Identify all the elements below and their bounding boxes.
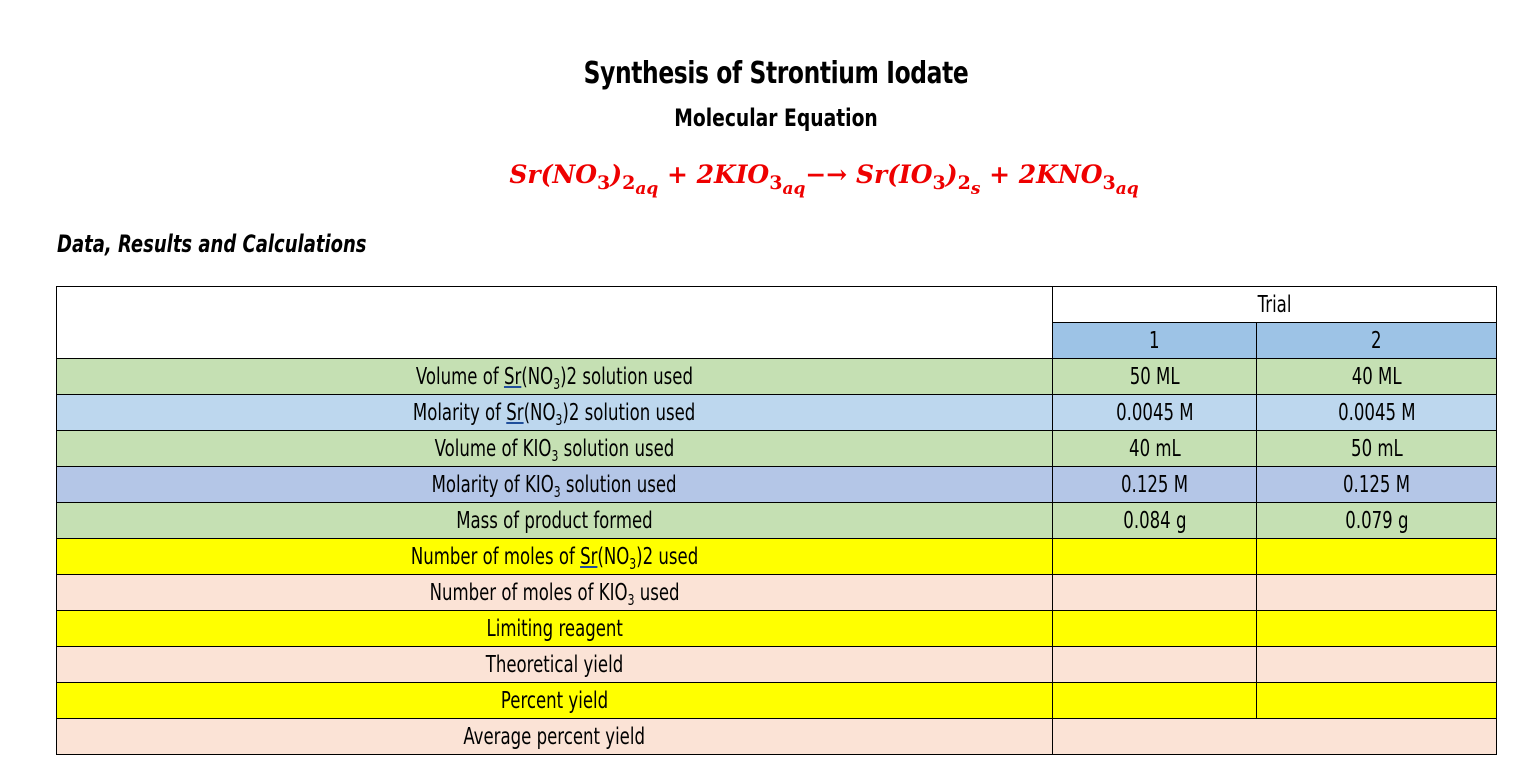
row-label: Mass of product formed (56, 502, 1053, 539)
table-row: Molarity of KIO3 solution used 0.125 M 0.1… (56, 466, 1497, 503)
average-value-cell[interactable] (1052, 718, 1497, 755)
table-row: Average percent yield (56, 718, 1497, 755)
row-label: Theoretical yield (56, 646, 1053, 683)
trial-1-value-cell[interactable] (1052, 682, 1257, 719)
row-label: Number of moles of Sr(NO3)2 used (56, 538, 1053, 575)
trial-2-value-cell[interactable] (1256, 574, 1497, 611)
plus-sign: + (980, 160, 1019, 189)
row-label: Number of moles of KIO3 used (56, 574, 1053, 611)
trial-2-header: 2 (1256, 322, 1497, 359)
reactant-strontium-nitrate: Sr(NO3)2aq (509, 160, 659, 199)
trial-1-value-cell[interactable]: 0.084 g (1052, 502, 1257, 539)
trial-2-value-cell[interactable]: 0.125 M (1256, 466, 1497, 503)
trial-2-value-cell[interactable] (1256, 682, 1497, 719)
table-row: Mass of product formed 0.084 g 0.079 g (56, 502, 1497, 539)
trial-1-value-cell[interactable]: 0.125 M (1052, 466, 1257, 503)
table-row: Percent yield (56, 682, 1497, 719)
trial-2-value-cell[interactable] (1256, 610, 1497, 647)
trial-1-value-cell[interactable]: 40 mL (1052, 430, 1257, 467)
document-title: Synthesis of Strontium Iodate (583, 56, 969, 91)
table-row: Limiting reagent (56, 610, 1497, 647)
section-heading: Data, Results and Calculations (57, 230, 367, 258)
row-label: Average percent yield (56, 718, 1053, 755)
row-label: Molarity of KIO3 solution used (56, 466, 1053, 503)
trial-1-value-cell[interactable] (1052, 538, 1257, 575)
table-header-row: Trial (56, 286, 1497, 359)
trial-group-header: Trial (1052, 286, 1497, 323)
table-row: Volume of Sr(NO3)2 solution used 50 ML 40 … (56, 358, 1497, 395)
row-label: Volume of Sr(NO3)2 solution used (56, 358, 1053, 395)
product-potassium-nitrate: 2KNO3aq (1018, 160, 1139, 199)
equation-heading: Molecular Equation (674, 104, 878, 132)
trial-2-value-cell[interactable] (1256, 538, 1497, 575)
reaction-arrow: −→ (805, 160, 856, 189)
trial-2-value-cell[interactable] (1256, 646, 1497, 683)
table-corner-cell (56, 286, 1053, 359)
trial-2-value-cell[interactable]: 0.079 g (1256, 502, 1497, 539)
row-label: Percent yield (56, 682, 1053, 719)
molecular-equation: Sr(NO3)2aq + 2KIO3aq−→ Sr(IO3)2s + 2KNO3… (0, 160, 1530, 199)
trial-number-row: 1 2 (57, 322, 1497, 359)
table-row: Molarity of Sr(NO3)2 solution used 0.0045… (56, 394, 1497, 431)
row-label: Volume of KIO3 solution used (56, 430, 1053, 467)
trial-1-value-cell[interactable]: 0.0045 M (1052, 394, 1257, 431)
row-label: Limiting reagent (56, 610, 1053, 647)
trial-2-value-cell[interactable]: 0.0045 M (1256, 394, 1497, 431)
trial-2-value-cell[interactable]: 40 ML (1256, 358, 1497, 395)
trial-1-value-cell[interactable] (1052, 574, 1257, 611)
data-table: Trial 1 2 Volume of Sr(NO3)2 solution us… (56, 286, 1497, 755)
table-row: Number of moles of Sr(NO3)2 used (56, 538, 1497, 575)
row-label: Molarity of Sr(NO3)2 solution used (56, 394, 1053, 431)
plus-sign: + (658, 160, 697, 189)
trial-2-value-cell[interactable]: 50 mL (1256, 430, 1497, 467)
trial-1-value-cell[interactable] (1052, 610, 1257, 647)
table-row: Theoretical yield (56, 646, 1497, 683)
reactant-potassium-iodate: 2KIO3aq (696, 160, 806, 199)
trial-1-value-cell[interactable]: 50 ML (1052, 358, 1257, 395)
trial-1-value-cell[interactable] (1052, 646, 1257, 683)
trial-1-header: 1 (1052, 322, 1257, 359)
table-row: Volume of KIO3 solution used 40 mL 50 mL (56, 430, 1497, 467)
table-row: Number of moles of KIO3 used (56, 574, 1497, 611)
product-strontium-iodate: Sr(IO3)2s (855, 160, 981, 199)
